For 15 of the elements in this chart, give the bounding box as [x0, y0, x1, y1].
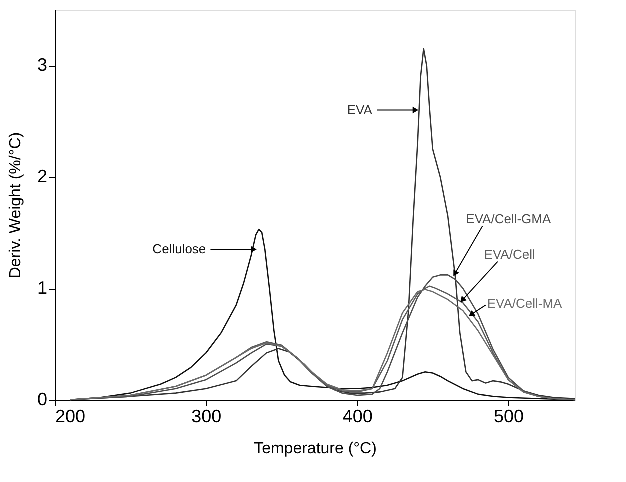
x-tick-label: 200: [56, 406, 86, 426]
y-tick-label: 2: [37, 166, 48, 187]
x-axis-title: Temperature (°C): [254, 440, 377, 458]
text: EVA/Cell-GMA: [466, 211, 552, 226]
y-axis-title: Deriv. Weight (%/°C): [7, 132, 24, 279]
x-tick-label: 400: [342, 406, 373, 426]
y-tick-label: 1: [37, 278, 48, 298]
y-tick-label: 0: [37, 390, 48, 410]
text: EVA: [347, 102, 373, 118]
y-tick-label: 3: [37, 55, 48, 76]
series-label: EVA/Cell-MA: [487, 296, 563, 312]
text: Cellulose: [152, 242, 206, 257]
x-tick-label: 500: [494, 406, 524, 426]
text: EVA/Cell: [484, 247, 536, 262]
x-tick-label: 300: [192, 406, 222, 426]
